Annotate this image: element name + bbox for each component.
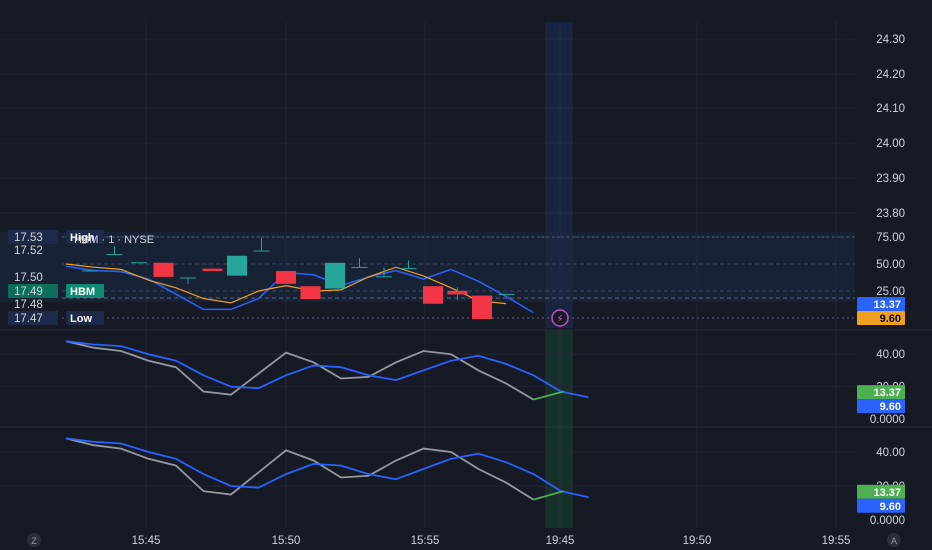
oscillator-pane-2[interactable] xyxy=(0,437,855,501)
osc1-blue-line[interactable] xyxy=(65,340,589,399)
left-label-tag-bg-3 xyxy=(66,284,104,298)
left-label-tag-bg-5 xyxy=(66,311,104,325)
time-tick-4: 19:50 xyxy=(683,535,712,547)
time-tick-5: 19:55 xyxy=(822,535,851,547)
price-tick-1: 24.20 xyxy=(876,69,905,81)
axes: 24.30 24.20 24.10 24.00 23.90 23.80 75.00 50.00… xyxy=(8,34,905,547)
left-label-tag-3: HBM xyxy=(70,286,95,298)
candle-body-14[interactable] xyxy=(423,286,443,304)
candle-body-3[interactable] xyxy=(153,262,174,277)
candle-body-9[interactable] xyxy=(300,286,321,300)
candle-body-8[interactable] xyxy=(276,270,296,284)
osc1-axis-badge-0-bg xyxy=(857,385,905,400)
osc1-axis-badge-0-text: 13.37 xyxy=(873,387,901,399)
osc1-axis-badge-1-text: 9.60 xyxy=(880,401,901,413)
lightning-marker[interactable] xyxy=(551,309,569,327)
time-tick-3: 19:45 xyxy=(546,535,575,547)
lightning-icon: ⚡ xyxy=(556,314,563,325)
osc2-green-line[interactable] xyxy=(533,490,564,501)
candle-body-16[interactable] xyxy=(472,295,492,319)
highlight-green-column xyxy=(545,330,573,528)
overlay-badge-0-bg xyxy=(857,297,905,311)
osc2-axis-tick-0: 40.00 xyxy=(876,447,905,459)
symbol-legend[interactable]: HBM · 1 · NYSE xyxy=(74,234,154,246)
osc2-axis-badge-0-bg xyxy=(857,484,905,499)
osc1-axis-tick-0: 40.00 xyxy=(876,349,905,361)
time-tick-2: 15:55 xyxy=(411,535,440,547)
osc2-gray-line[interactable] xyxy=(65,437,534,501)
overlay-tick-2: 25.00 xyxy=(876,286,905,298)
osc1-green-line[interactable] xyxy=(533,390,564,401)
left-label-value-1: 17.52 xyxy=(14,245,43,257)
candle-body-6[interactable] xyxy=(227,255,247,276)
time-tick-0: 15:45 xyxy=(132,535,161,547)
osc2-axis-badge-1-text: 9.60 xyxy=(880,501,901,513)
left-label-tag-bg-0 xyxy=(66,230,104,244)
left-label-value-4: 17.48 xyxy=(14,299,43,311)
time-axis-left-button[interactable]: Z xyxy=(27,533,41,547)
osc2-axis-badge-1-bg xyxy=(857,498,905,513)
candlestick-series[interactable]: ⚡ xyxy=(82,238,569,327)
oscillator-pane-1[interactable] xyxy=(0,340,855,401)
osc1-axis-badge-1-bg xyxy=(857,399,905,414)
osc2-axis-badge-0-text: 13.37 xyxy=(873,487,901,499)
price-tick-4: 23.90 xyxy=(876,173,905,185)
osc2-blue-line[interactable] xyxy=(65,437,589,499)
left-label-tag-0: High xyxy=(70,232,95,244)
overlay-tick-1: 50.00 xyxy=(876,259,905,271)
candle-body-10[interactable] xyxy=(325,262,345,289)
price-tick-3: 24.00 xyxy=(876,138,905,150)
time-axis-right-button[interactable]: A xyxy=(887,533,901,547)
left-label-bg-5 xyxy=(8,311,58,325)
left-label-value-5: 17.47 xyxy=(14,313,43,325)
left-label-value-3: 17.49 xyxy=(14,286,43,298)
osc1-gray-line[interactable] xyxy=(65,340,534,401)
left-label-bg-3 xyxy=(8,284,58,298)
overlay-badge-0-text: 13.37 xyxy=(873,299,901,311)
overlay-pane[interactable] xyxy=(62,236,855,319)
osc2-axis-tick-2: 0.0000 xyxy=(870,515,905,527)
left-label-bg-0 xyxy=(8,230,58,244)
overlay-badge-1-bg xyxy=(857,311,905,325)
left-label-tag-5: Low xyxy=(70,313,92,325)
time-axis-left-button-circle[interactable] xyxy=(27,533,41,547)
left-label-value-2: 17.50 xyxy=(14,272,43,284)
price-tick-2: 24.10 xyxy=(876,103,905,115)
time-axis-right-button-label[interactable]: A xyxy=(891,536,897,546)
price-tick-5: 23.80 xyxy=(876,208,905,220)
candle-body-5[interactable] xyxy=(202,268,223,271)
price-tick-0: 24.30 xyxy=(876,34,905,46)
overlay-tick-0: 75.00 xyxy=(876,232,905,244)
time-axis-right-button-circle[interactable] xyxy=(887,533,901,547)
osc1-axis-tick-2: 0.0000 xyxy=(870,414,905,426)
time-tick-1: 15:50 xyxy=(272,535,301,547)
candle-body-15[interactable] xyxy=(447,290,468,295)
overlay-orange-line[interactable] xyxy=(65,263,507,305)
left-label-value-0: 17.53 xyxy=(14,232,43,244)
time-axis-left-button-label[interactable]: Z xyxy=(31,536,37,546)
overlay-badge-1-text: 9.60 xyxy=(880,313,901,325)
